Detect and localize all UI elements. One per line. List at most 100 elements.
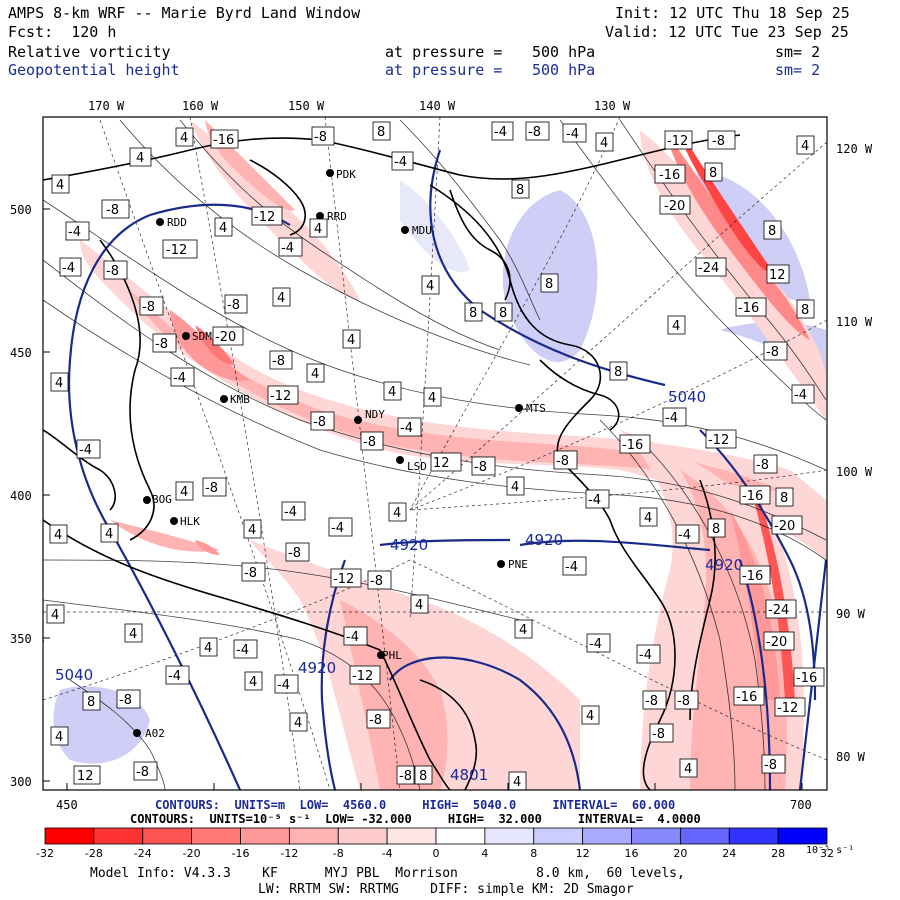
field1-pressure-label: at pressure = [385,43,503,61]
vort-label-box: -12 [251,206,283,226]
svg-text:-20: -20 [664,199,685,214]
field2-pressure: 500 hPa [532,61,596,79]
vort-label-box: 4 [289,712,308,732]
colorbar-tick-label: 24 [722,847,736,860]
svg-text:-16: -16 [659,168,680,183]
vort-label-box: -24 [695,257,727,277]
vort-label-box: 4 [581,705,600,725]
svg-text:-4: -4 [284,505,297,520]
vort-label-box: -12 [330,568,362,588]
svg-text:-16: -16 [736,690,757,705]
svg-text:4: 4 [415,598,423,613]
vort-label-box: 8 [372,121,391,141]
vort-label-box: -16 [793,667,825,687]
svg-text:-8: -8 [272,354,285,369]
svg-text:-8: -8 [766,345,779,360]
vort-label-box: 4 [342,329,361,349]
field2-pressure-label: at pressure = [385,61,503,79]
svg-text:-8: -8 [645,694,658,709]
vort-label-box: -8 [396,765,415,785]
svg-text:-4: -4 [566,127,579,142]
svg-text:-8: -8 [370,574,383,589]
svg-text:-4: -4 [277,678,290,693]
station-label: RDD [167,216,187,229]
svg-text:4: 4 [684,762,692,777]
svg-text:-8: -8 [136,765,149,780]
axis-ticks [43,208,803,790]
vort-label-box: -4 [281,501,306,521]
vort-label-box: 4 [796,135,815,155]
vort-label-box: -8 [525,121,550,141]
top-lon-label: 130 W [594,99,631,113]
vort-label-box: 8 [763,220,782,240]
vort-label-box: -8 [224,294,248,314]
vort-label-box: -8 [310,411,335,431]
vort-label-box: 8 [775,487,794,507]
svg-text:4: 4 [136,151,144,166]
vort-label-box: -4 [165,665,190,685]
vort-label-box: 4 [410,594,429,614]
vort-label-box: 4 [595,132,614,152]
svg-text:-8: -8 [313,415,326,430]
svg-text:-12: -12 [254,210,275,225]
svg-text:-4: -4 [331,521,344,536]
svg-text:-4: -4 [346,630,359,645]
valid-time: Valid: 12 UTC Tue 23 Sep 25 [605,23,849,41]
svg-text:-4: -4 [236,643,249,658]
svg-text:-16: -16 [213,133,234,148]
colorbar-cell [728,827,779,845]
vort-label-box: -4 [391,151,414,171]
height-contour-info: CONTOURS: UNITS=m LOW= 4560.0 HIGH= 5040… [155,798,676,812]
vort-label-box: -8 [269,350,293,370]
height-label: 5040 [55,666,93,684]
field1-smoothing: sm= 2 [775,43,821,61]
vort-label-box: -8 [761,754,786,774]
colorbar-tick-label: -16 [232,847,250,860]
vort-label-box: 8 [511,179,530,199]
vort-label-box: 4 [243,519,262,539]
station-dot-ndy [354,416,362,424]
vort-label-box: -8 [649,723,674,743]
vort-label-box: 8 [82,691,101,711]
station-label: MTS [526,402,546,415]
svg-text:4: 4 [105,527,113,542]
vort-label-box: 4 [46,604,65,624]
colorbar-cell [582,827,632,845]
vort-label-box: -8 [366,709,391,729]
svg-text:4: 4 [347,333,355,348]
colorbar-tick-label: -4 [382,847,393,860]
top-lon-label: 160 W [182,99,219,113]
svg-text:4: 4 [129,627,137,642]
svg-text:4: 4 [204,641,212,656]
svg-text:-16: -16 [742,489,763,504]
svg-text:4: 4 [180,131,188,146]
svg-text:12: 12 [433,456,450,471]
vort-label-box: -4 [328,517,353,537]
vort-label-box: -8 [101,199,130,219]
vort-label-box: -8 [674,690,699,710]
vort-label-box: -4 [675,524,700,544]
colorbar-cell [288,827,339,845]
svg-text:4: 4 [56,178,64,193]
svg-text:4: 4 [294,716,302,731]
vort-label-box: 4 [306,363,325,383]
svg-text:-8: -8 [528,125,541,140]
vort-label-box: 8 [704,162,723,182]
vort-label-box: -8 [360,431,384,451]
vort-label-box: 12 [430,452,462,472]
svg-text:4: 4 [428,391,436,406]
svg-text:-12: -12 [352,669,373,684]
vort-label-box: -4 [76,439,101,459]
svg-text:-4: -4 [173,371,186,386]
vort-label-box: -4 [170,367,195,387]
colorbar-tick-label: -28 [85,847,103,860]
map-title: AMPS 8-km WRF -- Marie Byrd Land Window [8,4,361,22]
colorbar-tick-label: -20 [183,847,201,860]
vort-label-box: -8 [202,477,227,497]
height-label: 4920 [298,659,336,677]
field2-smoothing: sm= 2 [775,61,821,79]
vort-label-box: -4 [636,644,661,664]
svg-text:-4: -4 [588,493,601,508]
svg-text:-4: -4 [400,421,413,436]
svg-text:-24: -24 [768,603,789,618]
